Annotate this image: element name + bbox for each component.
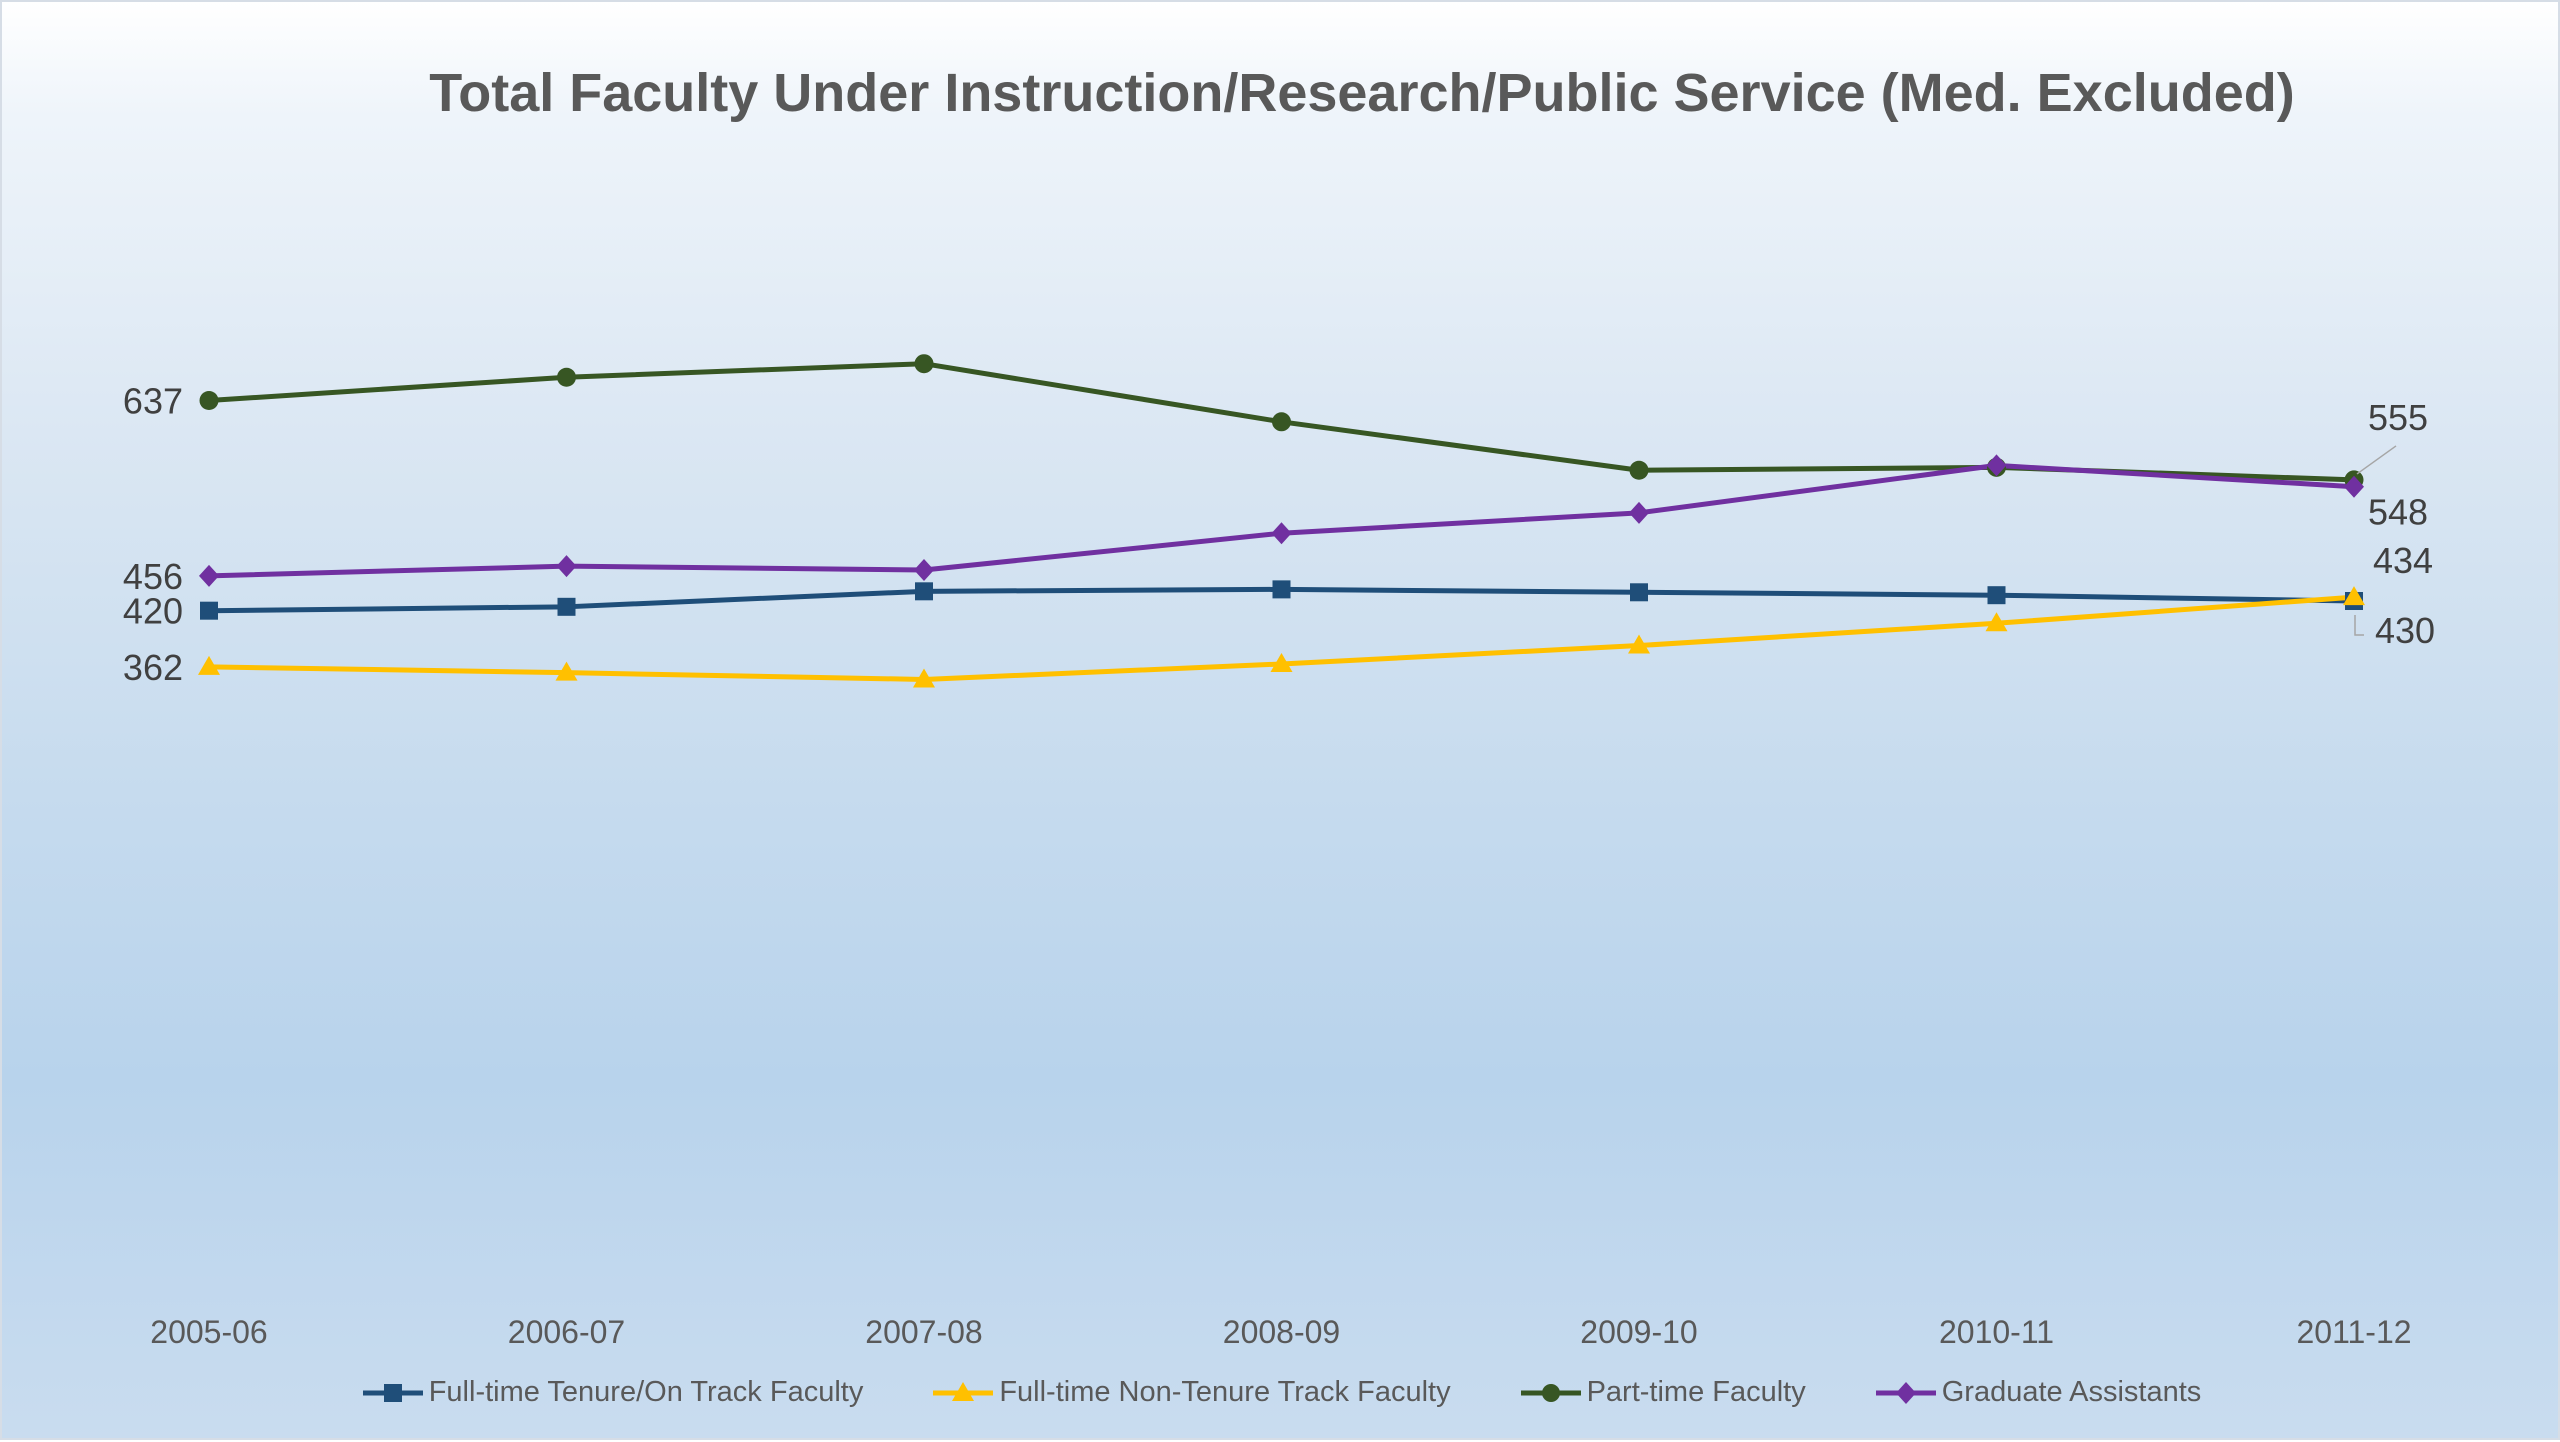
x-tick-label: 2007-08 [865,1314,982,1350]
legend-item: Full-time Non-Tenure Track Faculty [933,1376,1451,1409]
label-leader-line [2354,615,2364,636]
data-point [914,354,934,374]
data-point [1272,580,1291,599]
data-point [555,661,578,681]
data-label: 637 [123,381,183,422]
x-tick-label: 2006-07 [508,1314,625,1350]
data-point [199,564,219,587]
data-point [1985,612,2008,632]
data-point [1630,583,1648,602]
data-point [556,555,577,578]
data-label: 555 [2368,397,2428,438]
x-tick-label: 2005-06 [150,1314,267,1350]
data-point [915,582,933,601]
legend: Full-time Tenure/On Track Faculty Full-ti… [2,1376,2560,1409]
data-point [557,597,576,616]
chart-title: Total Faculty Under Instruction/Research… [429,63,2295,123]
data-point [2343,586,2365,606]
legend-item: Full-time Tenure/On Track Faculty [362,1376,864,1409]
legend-swatch [1875,1381,1936,1404]
x-tick-label: 2009-10 [1580,1314,1697,1350]
legend-label: Full-time Non-Tenure Track Faculty [999,1376,1451,1408]
x-tick-label: 2008-09 [1223,1314,1340,1350]
data-point [1628,634,1650,654]
data-point [1629,501,1649,524]
data-label: 434 [2373,540,2433,581]
legend-swatch [362,1383,423,1402]
data-point [200,601,218,620]
legend-swatch [1520,1383,1581,1402]
data-point [913,668,935,688]
x-tick-label: 2010-11 [1939,1314,2054,1350]
series-line [208,462,2355,579]
data-label: 456 [123,556,183,597]
data-point [1987,586,2006,605]
data-point [198,655,220,675]
data-point [1272,412,1291,432]
data-label: 420 [123,591,183,632]
data-point [199,391,219,411]
label-leader-line [2356,445,2397,475]
x-tick-label: 2011-12 [2296,1314,2411,1350]
data-point [1271,522,1292,545]
data-label: 548 [2368,492,2428,533]
legend-label: Part-time Faculty [1586,1376,1806,1408]
legend-label: Graduate Assistants [1941,1376,2202,1408]
legend-item: Graduate Assistants [1875,1376,2202,1409]
data-point [2344,475,2364,498]
legend-swatch [933,1381,994,1401]
data-label: 362 [123,647,183,688]
legend-item: Part-time Faculty [1520,1376,1806,1409]
data-label: 430 [2375,610,2435,651]
data-point [557,367,576,387]
data-point [1629,460,1649,480]
data-point [1270,652,1293,672]
legend-label: Full-time Tenure/On Track Faculty [428,1376,864,1408]
data-point [1986,454,2007,477]
data-point [914,559,934,582]
